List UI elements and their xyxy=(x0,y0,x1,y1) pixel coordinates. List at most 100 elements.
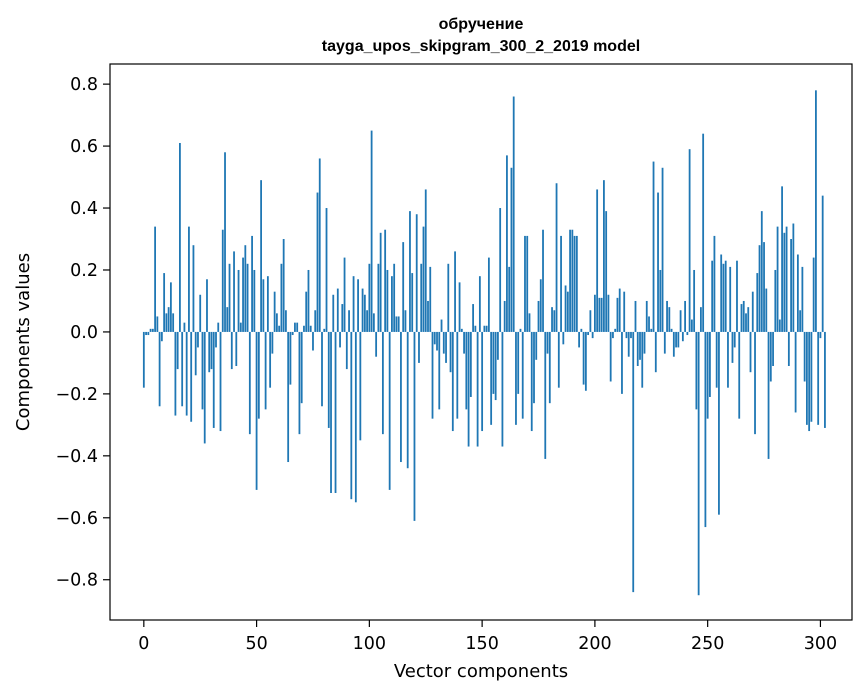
bar-151 xyxy=(483,325,486,332)
bar-66 xyxy=(291,331,294,336)
bar-221 xyxy=(641,331,644,388)
bar-139 xyxy=(456,331,459,419)
bar-300 xyxy=(819,331,822,339)
bar-298 xyxy=(815,90,817,332)
bar-74 xyxy=(309,325,312,332)
bar-129 xyxy=(433,331,436,345)
bar-204 xyxy=(603,180,605,332)
bar-250 xyxy=(706,331,709,419)
bar-47 xyxy=(248,331,251,435)
bar-146 xyxy=(472,304,474,332)
bar-58 xyxy=(273,291,276,332)
bar-194 xyxy=(580,328,583,332)
x-tick-label: 50 xyxy=(245,634,267,654)
bar-198 xyxy=(589,310,592,332)
y-tick-label: 0.8 xyxy=(70,75,98,95)
bar-199 xyxy=(591,331,594,339)
bar-0 xyxy=(142,331,145,388)
bar-290 xyxy=(796,254,799,332)
bar-127 xyxy=(429,266,432,332)
bar-87 xyxy=(339,331,341,348)
bar-260 xyxy=(729,266,732,332)
bar-7 xyxy=(158,331,161,407)
bar-137 xyxy=(451,331,454,432)
bar-268 xyxy=(747,307,750,332)
bar-230 xyxy=(661,167,664,332)
bar-165 xyxy=(515,331,517,425)
bar-97 xyxy=(361,288,364,332)
bar-4 xyxy=(151,328,154,332)
bar-289 xyxy=(794,331,797,413)
bar-20 xyxy=(188,226,190,332)
bar-23 xyxy=(194,331,197,376)
bar-22 xyxy=(192,245,195,332)
bar-234 xyxy=(670,328,673,332)
bar-98 xyxy=(363,294,366,332)
bar-274 xyxy=(760,211,763,332)
bar-176 xyxy=(539,279,542,332)
bar-153 xyxy=(487,257,490,332)
bar-197 xyxy=(587,331,590,336)
bar-213 xyxy=(623,291,626,332)
bar-2 xyxy=(147,331,150,336)
bar-156 xyxy=(494,331,497,401)
bar-249 xyxy=(704,331,707,528)
bar-224 xyxy=(648,316,650,332)
bar-123 xyxy=(420,263,423,332)
bar-287 xyxy=(790,239,792,332)
bar-17 xyxy=(181,331,184,407)
bar-164 xyxy=(512,96,515,332)
bar-96 xyxy=(359,331,362,441)
bar-5 xyxy=(154,226,156,332)
bar-253 xyxy=(713,235,716,332)
bar-297 xyxy=(812,257,815,332)
bar-110 xyxy=(391,276,393,332)
bar-167 xyxy=(519,328,522,332)
bar-94 xyxy=(354,331,357,503)
bar-49 xyxy=(253,269,256,332)
bar-281 xyxy=(776,226,779,332)
bar-241 xyxy=(686,331,689,336)
bar-103 xyxy=(375,331,378,357)
bar-267 xyxy=(745,313,747,332)
bar-163 xyxy=(510,167,513,332)
bar-187 xyxy=(564,285,567,332)
bar-11 xyxy=(167,307,170,332)
bar-149 xyxy=(478,276,481,332)
bar-280 xyxy=(774,269,777,332)
bar-263 xyxy=(736,260,738,332)
bar-64 xyxy=(287,331,290,463)
bar-132 xyxy=(440,319,443,332)
bar-206 xyxy=(607,294,610,332)
bar-135 xyxy=(447,263,450,332)
bar-270 xyxy=(751,291,754,332)
bar-279 xyxy=(772,331,774,366)
bar-177 xyxy=(542,229,544,332)
bar-29 xyxy=(208,331,211,373)
bar-131 xyxy=(438,331,441,410)
bar-56 xyxy=(269,331,272,388)
bar-273 xyxy=(758,245,761,332)
bar-251 xyxy=(709,331,711,397)
bar-223 xyxy=(645,300,648,332)
bar-69 xyxy=(298,331,301,435)
bar-65 xyxy=(289,331,292,385)
bar-235 xyxy=(672,331,675,357)
bar-91 xyxy=(348,310,350,332)
bar-301 xyxy=(821,195,824,332)
bar-48 xyxy=(251,235,253,332)
bar-53 xyxy=(262,279,265,332)
bar-295 xyxy=(808,331,811,432)
bar-26 xyxy=(201,331,204,410)
bar-228 xyxy=(657,192,659,332)
bar-258 xyxy=(724,260,727,332)
bar-18 xyxy=(183,322,186,332)
bar-144 xyxy=(467,331,470,447)
bar-1 xyxy=(145,331,147,336)
bar-154 xyxy=(490,331,493,425)
bar-245 xyxy=(695,331,698,410)
bar-170 xyxy=(526,235,529,332)
bar-284 xyxy=(783,232,786,332)
bar-107 xyxy=(384,229,387,332)
bar-119 xyxy=(411,273,414,332)
